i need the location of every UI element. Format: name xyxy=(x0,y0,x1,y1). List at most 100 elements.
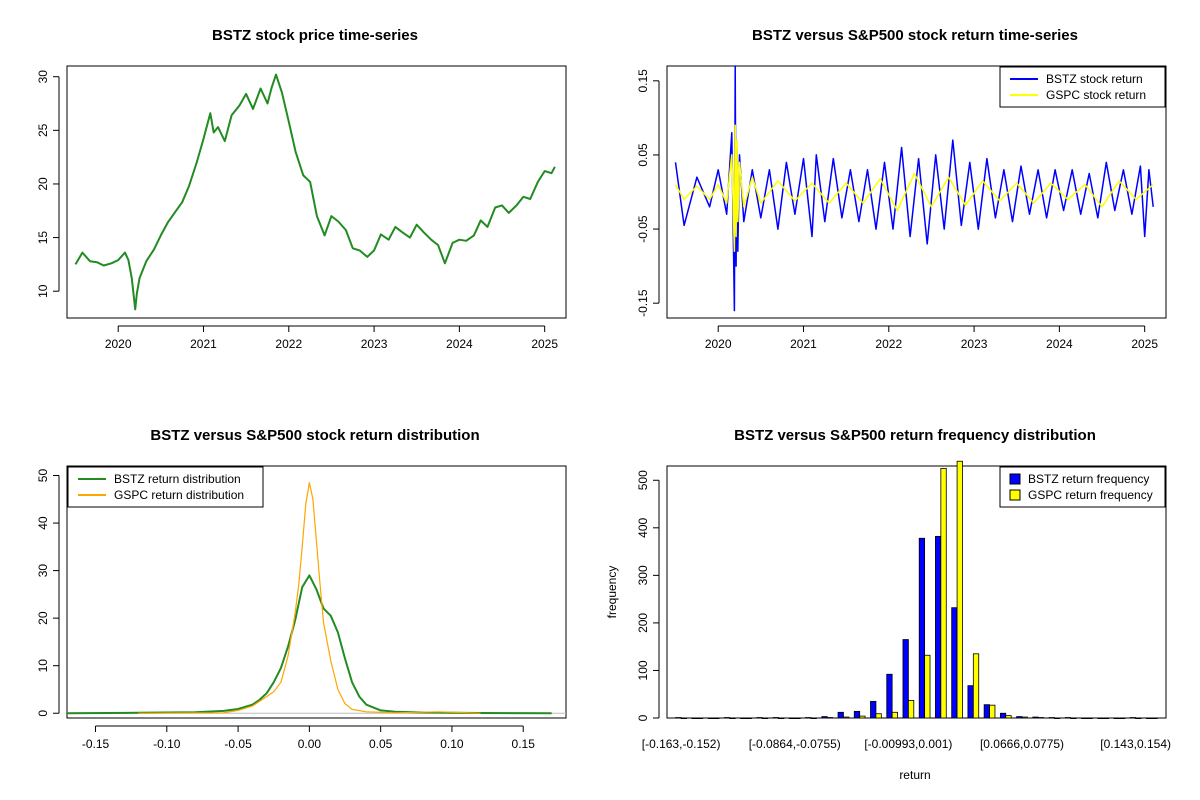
gspc-frequency-bar xyxy=(875,713,882,719)
bstz-frequency-bar xyxy=(935,535,942,719)
frequency-y-axis-label: frequency xyxy=(605,566,619,619)
return-legend-box xyxy=(999,66,1166,108)
gspc-return-line xyxy=(674,124,1154,253)
price-y-tick-label: 25 xyxy=(36,123,50,137)
return-y-tick-label: 0.05 xyxy=(636,143,650,167)
gspc-frequency-bar xyxy=(1102,717,1109,720)
price-series-line xyxy=(74,73,556,311)
bstz-frequency-bar xyxy=(999,712,1007,719)
bstz-frequency-bar xyxy=(886,673,893,719)
gspc-frequency-bar xyxy=(989,704,996,719)
bstz-frequency-bar xyxy=(1064,717,1072,719)
density-y-tick-label: 20 xyxy=(36,611,50,625)
density-y-tick-label: 0 xyxy=(36,710,50,717)
return-x-tick-label: 2020 xyxy=(705,337,732,351)
bstz-frequency-bar xyxy=(853,710,861,719)
density-x-tick-label: 0.00 xyxy=(298,737,322,751)
bstz-frequency-bar xyxy=(740,717,747,720)
density-x-tick-label: 0.15 xyxy=(512,737,536,751)
density-legend-label: BSTZ return distribution xyxy=(114,472,241,486)
gspc-frequency-bar xyxy=(1005,715,1012,719)
bstz-frequency-bar xyxy=(691,717,698,720)
freq-x-tick-label: [-0.163,-0.152) xyxy=(642,737,721,751)
gspc-frequency-bar xyxy=(1135,717,1142,720)
gspc-frequency-bar xyxy=(1021,716,1028,719)
price-x-tick-label: 2025 xyxy=(531,337,558,351)
price-timeseries-panel: BSTZ stock price time-series 2020 2021 202… xyxy=(36,27,567,351)
bstz-frequency-bar xyxy=(724,717,731,719)
freq-y-tick-label: 500 xyxy=(636,470,650,490)
freq-legend-label: BSTZ return frequency xyxy=(1028,472,1149,486)
freq-legend-label: GSPC return frequency xyxy=(1028,488,1153,502)
bstz-frequency-bar xyxy=(983,704,990,719)
gspc-density-line xyxy=(138,482,481,714)
gspc-frequency-bar xyxy=(1054,717,1061,720)
price-chart-title: BSTZ stock price time-series xyxy=(212,27,418,44)
price-y-tick-label: 30 xyxy=(36,70,50,84)
gspc-frequency-bar xyxy=(1037,717,1045,719)
gspc-frequency-bar xyxy=(778,717,785,720)
return-legend-label: BSTZ stock return xyxy=(1046,72,1143,86)
bstz-frequency-bar xyxy=(821,716,828,719)
bstz-frequency-bar xyxy=(1048,717,1055,719)
return-legend-label: GSPC stock return xyxy=(1046,88,1146,102)
return-y-tick-label: -0.15 xyxy=(636,289,650,317)
gspc-frequency-bar xyxy=(956,460,963,719)
bstz-frequency-bar xyxy=(788,717,796,720)
gspc-frequency-bar xyxy=(729,717,736,720)
gspc-frequency-bar xyxy=(940,467,947,719)
return-x-tick-label: 2024 xyxy=(1046,337,1073,351)
return-legend: BSTZ stock return GSPC stock return xyxy=(999,66,1166,108)
gspc-frequency-bar xyxy=(1086,717,1093,720)
freq-y-tick-label: 100 xyxy=(636,660,650,680)
freq-legend-box xyxy=(999,466,1166,508)
density-legend-box xyxy=(67,466,264,508)
distribution-chart-title: BSTZ versus S&P500 stock return distribu… xyxy=(150,427,479,444)
bstz-frequency-bar xyxy=(1129,717,1137,719)
bstz-frequency-bar xyxy=(1032,716,1039,719)
price-x-tick-label: 2024 xyxy=(446,337,473,351)
bstz-frequency-bar xyxy=(918,537,926,719)
density-legend-label: GSPC return distribution xyxy=(114,488,244,502)
bstz-frequency-bar xyxy=(837,711,844,719)
bstz-frequency-bar xyxy=(756,717,763,719)
freq-x-tick-label: [-0.0864,-0.0755) xyxy=(749,737,841,751)
gspc-frequency-bar xyxy=(891,711,898,719)
return-x-tick-label: 2021 xyxy=(790,337,817,351)
bstz-frequency-bar xyxy=(805,717,812,719)
gspc-frequency-bar xyxy=(745,717,752,720)
bstz-frequency-bar xyxy=(967,685,974,719)
return-y-tick-label: 0.15 xyxy=(636,69,650,93)
bstz-frequency-bar xyxy=(1016,716,1023,719)
bstz-frequency-bar xyxy=(772,717,779,719)
freq-y-tick-label: 0 xyxy=(636,714,650,721)
frequency-x-axis-label: return xyxy=(899,768,930,782)
gspc-frequency-bar xyxy=(1119,717,1126,720)
density-plot-frame xyxy=(66,465,567,719)
frequency-distribution-panel: BSTZ versus S&P500 return frequency dist… xyxy=(605,427,1171,782)
density-y-tick-label: 10 xyxy=(36,659,50,673)
gspc-frequency-bar xyxy=(924,654,931,719)
return-timeseries-panel: BSTZ versus S&P500 stock return time-ser… xyxy=(636,27,1167,351)
freq-y-tick-label: 300 xyxy=(636,565,650,585)
bstz-frequency-bar xyxy=(951,607,958,719)
gspc-frequency-bar xyxy=(859,715,866,719)
gspc-frequency-bar xyxy=(972,653,980,719)
gspc-frequency-bar xyxy=(810,717,817,720)
freq-x-tick-label: [-0.00993,0.001) xyxy=(864,737,952,751)
price-plot-frame xyxy=(66,65,567,319)
price-y-tick-label: 20 xyxy=(36,177,50,191)
bstz-density-line xyxy=(66,574,552,715)
density-x-tick-label: 0.10 xyxy=(440,737,464,751)
return-plot-frame xyxy=(666,65,1167,319)
freq-y-tick-label: 200 xyxy=(636,613,650,633)
freq-plot-frame xyxy=(666,465,1167,719)
return-y-tick-label: -0.05 xyxy=(636,215,650,243)
gspc-frequency-bar xyxy=(1151,717,1158,720)
density-legend: BSTZ return distribution GSPC return dist… xyxy=(67,466,264,508)
gspc-frequency-bar xyxy=(1070,717,1077,720)
freq-x-tick-label: [0.143,0.154) xyxy=(1100,737,1171,751)
price-x-tick-label: 2021 xyxy=(190,337,217,351)
price-y-tick-label: 15 xyxy=(36,231,50,245)
return-x-tick-label: 2022 xyxy=(875,337,902,351)
